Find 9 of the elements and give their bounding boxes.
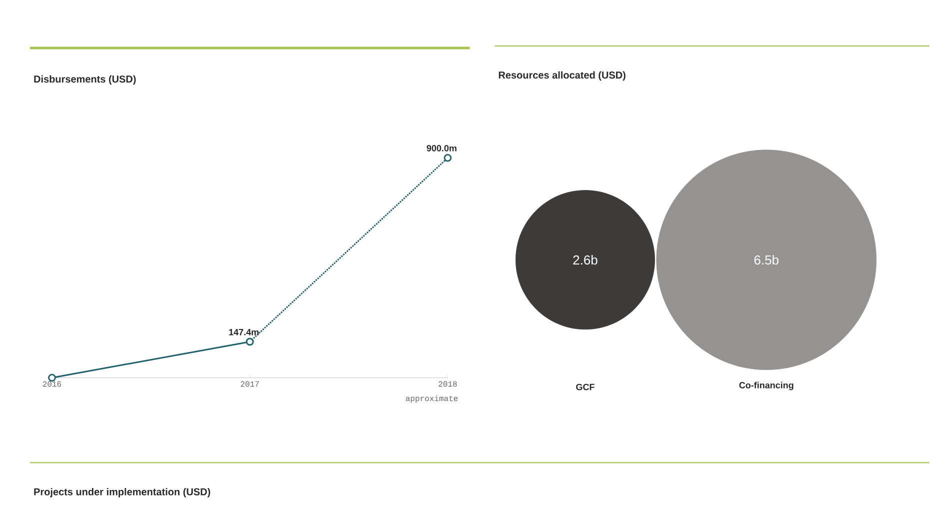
data-label: 900.0m — [426, 145, 456, 152]
category-label: Co-financing — [739, 382, 794, 390]
data-label: 2.6b — [573, 255, 598, 265]
data-label: 6.5b — [754, 255, 778, 265]
text: Resources allocated (USD) — [498, 71, 626, 81]
chart-title: Disbursements (USD) — [34, 75, 136, 85]
category-label: GCF — [576, 384, 594, 390]
data-label: 147.4m — [229, 329, 259, 336]
text: Projects under implementation (USD) — [34, 488, 210, 498]
